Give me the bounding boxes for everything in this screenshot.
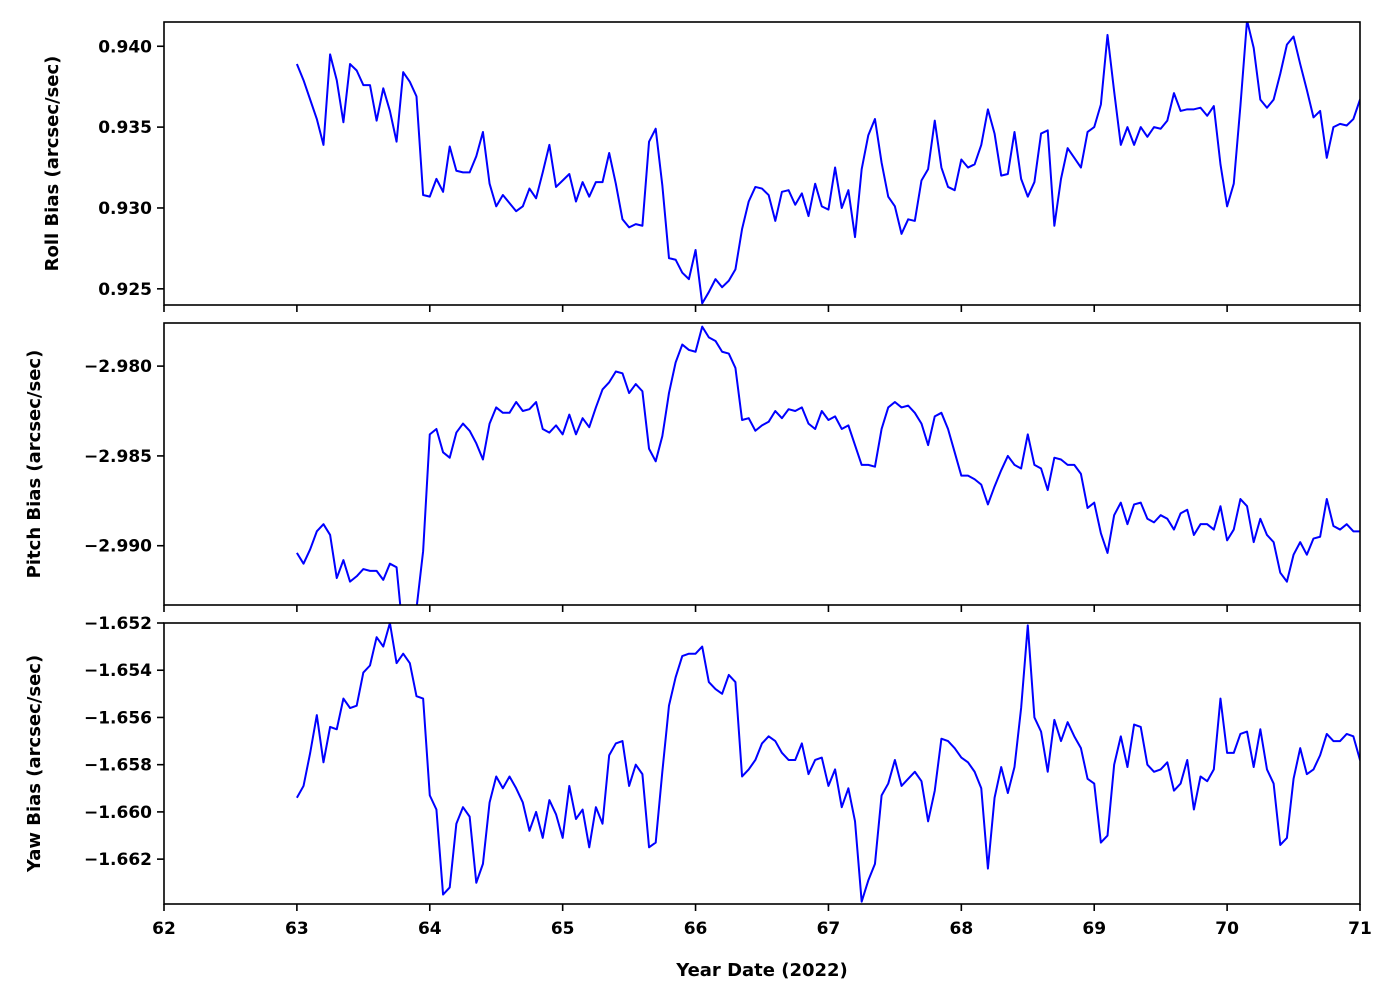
yaw-axes-frame — [163, 622, 1361, 905]
roll-y-tick-label: 0.935 — [98, 118, 152, 138]
yaw-y-tick-label: −1.662 — [84, 850, 152, 870]
yaw-x-tick-label: 62 — [152, 919, 176, 939]
yaw-series-line — [296, 623, 1360, 903]
yaw-x-tick-label: 67 — [817, 919, 841, 939]
roll-y-tick-label: 0.930 — [98, 199, 152, 219]
yaw-y-tick-label: −1.660 — [84, 803, 152, 823]
roll-axes-frame — [163, 21, 1361, 306]
pitch-y-tick-label: −2.980 — [84, 357, 152, 377]
chart-panels: 0.925 0.930 0.935 0.940 Roll Bias (arcsec/se… — [24, 21, 1372, 981]
yaw-x-tick-label: 64 — [418, 919, 442, 939]
roll-y-tick-label: 0.925 — [98, 280, 152, 300]
roll-y-tick-label: 0.940 — [98, 37, 152, 57]
yaw-y-tick-label: −1.656 — [84, 708, 152, 728]
roll-series-line — [295, 22, 1360, 305]
pitch-y-axis-label: Pitch Bias (arcsec/sec) — [24, 350, 45, 579]
yaw-y-tick-label: −1.658 — [84, 756, 152, 776]
yaw-y-tick-label: −1.652 — [84, 614, 152, 634]
roll-y-axis-label: Roll Bias (arcsec/sec) — [42, 56, 63, 272]
pitch-panel: −2.990 −2.985 −2.980 Pitch Bias (arcsec/sec… — [24, 322, 1361, 612]
yaw-x-tick-label: 71 — [1348, 919, 1372, 939]
yaw-x-tick-label: 68 — [949, 919, 973, 939]
yaw-x-tick-label: 69 — [1082, 919, 1106, 939]
yaw-y-tick-label: −1.654 — [84, 661, 152, 681]
pitch-series-line — [296, 325, 1360, 605]
yaw-panel: −1.662 −1.660 −1.658 −1.656 −1.654 −1.652 62 63… — [24, 614, 1372, 981]
yaw-x-tick-label: 70 — [1215, 919, 1239, 939]
yaw-x-axis-label: Year Date (2022) — [675, 960, 848, 981]
pitch-y-tick-label: −2.985 — [84, 447, 152, 467]
yaw-x-tick-label: 63 — [285, 919, 309, 939]
yaw-y-axis-label: Yaw Bias (arcsec/sec) — [24, 655, 45, 873]
pitch-y-tick-label: −2.990 — [84, 537, 152, 557]
roll-panel: 0.925 0.930 0.935 0.940 Roll Bias (arcsec/se… — [42, 21, 1361, 312]
pitch-axes-frame — [163, 322, 1361, 606]
yaw-x-tick-label: 65 — [551, 919, 575, 939]
yaw-x-tick-label: 66 — [684, 919, 708, 939]
